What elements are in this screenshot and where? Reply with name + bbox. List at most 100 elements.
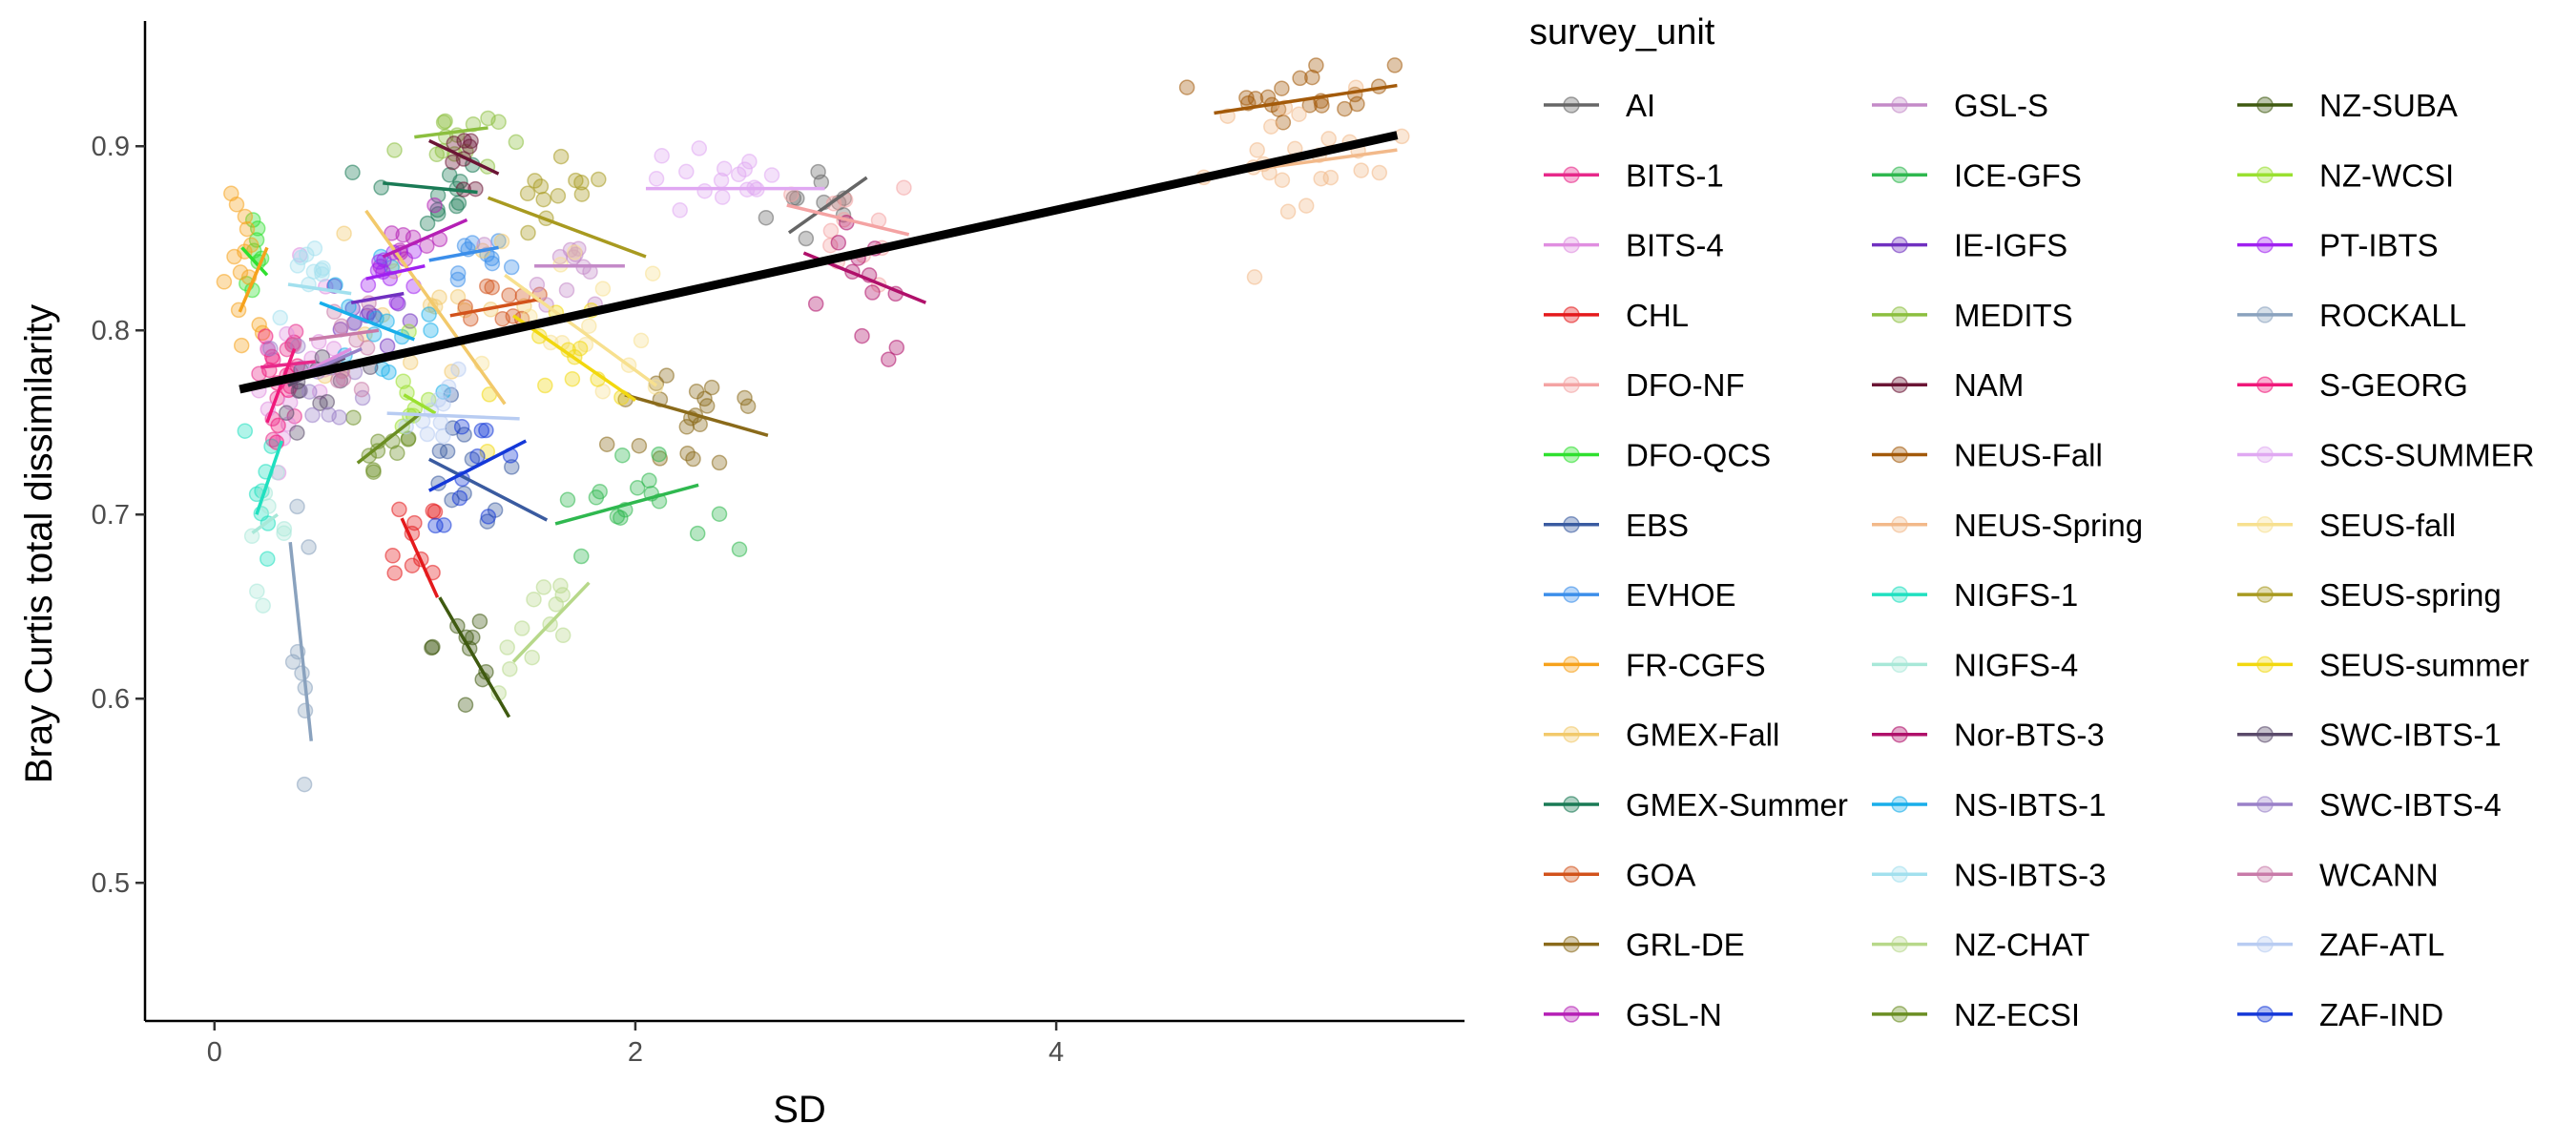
legend-title: survey_unit	[1529, 12, 1715, 52]
point-nz-suba	[465, 629, 481, 646]
point-zaf-atl	[435, 427, 451, 445]
point-seus-fall	[581, 318, 597, 334]
point-neus-spring	[1371, 164, 1388, 181]
point-gsl-s	[529, 277, 546, 293]
point-nz-suba	[471, 613, 488, 630]
legend-label: GSL-N	[1626, 997, 1722, 1032]
legend-label: BITS-1	[1626, 157, 1724, 193]
legend-item-zaf-atl: ZAF-ATL	[2237, 927, 2444, 963]
point-evhoe	[464, 235, 481, 251]
legend-label: FR-CGFS	[1626, 647, 1766, 682]
fit-line-s-georg	[265, 347, 297, 424]
point-ie-igfs	[379, 338, 396, 354]
point-seus-fall	[594, 281, 612, 297]
point-seus-spring	[535, 191, 551, 208]
point-evhoe	[449, 265, 467, 281]
legend-item-ice-gfs: ICE-GFS	[1872, 157, 2082, 193]
legend-label: GMEX-Summer	[1626, 787, 1848, 822]
point-seus-summer	[537, 377, 553, 394]
point-rockall	[301, 539, 317, 555]
legend-label: NZ-ECSI	[1954, 997, 2080, 1032]
point-chl	[384, 548, 401, 564]
point-gmex-fall	[402, 354, 419, 371]
fit-line-zaf-ind	[427, 439, 528, 492]
point-dfo-nf	[822, 222, 840, 239]
legend-label: SEUS-spring	[2319, 577, 2502, 613]
point-gmex-summer	[419, 215, 436, 232]
legend-key-point	[2256, 446, 2274, 464]
legend-key-point	[2256, 166, 2274, 184]
legend-key-point	[1891, 586, 1908, 603]
fit-line-chl	[400, 517, 440, 598]
point-swc-ibts-1	[319, 394, 336, 410]
point-nor-bts-3	[888, 339, 905, 356]
legend-label: DFO-QCS	[1626, 438, 1771, 473]
point-neus-spring	[1320, 131, 1337, 147]
x-tick-label: 0	[207, 1037, 222, 1068]
point-neus-spring	[1313, 170, 1329, 187]
legend-key-point	[1563, 236, 1580, 254]
legend-label: PT-IBTS	[2319, 228, 2439, 263]
point-ice-gfs	[651, 446, 667, 463]
point-wcann	[359, 340, 376, 356]
fit-line-ns-ibts-3	[287, 282, 352, 296]
point-ebs	[479, 513, 496, 530]
legend-label: WCANN	[2319, 857, 2439, 892]
point-seus-spring	[532, 178, 550, 195]
legend-item-seus-spring: SEUS-spring	[2237, 577, 2502, 613]
legend-item-wcann: WCANN	[2237, 857, 2439, 892]
y-tick-label: 0.9	[92, 132, 130, 162]
legend-item-swc-ibts-1: SWC-IBTS-1	[2237, 718, 2502, 753]
x-tick-label: 4	[1049, 1037, 1064, 1068]
legend-item-swc-ibts-4: SWC-IBTS-4	[2237, 787, 2502, 822]
point-scs-summer	[730, 166, 747, 183]
point-seus-summer	[571, 340, 589, 357]
legend-item-nz-ecsi: NZ-ECSI	[1872, 997, 2080, 1032]
overall-trend-layer	[239, 131, 1399, 394]
overall-trend-line	[239, 131, 1399, 394]
legend-item-fr-cgfs: FR-CGFS	[1544, 647, 1766, 682]
point-ice-gfs	[614, 447, 631, 464]
legend-key-point	[1563, 376, 1580, 393]
legend-item-gsl-n: GSL-N	[1544, 997, 1722, 1032]
point-neus-fall	[1274, 80, 1290, 96]
point-nz-suba	[424, 639, 440, 656]
point-goa	[479, 278, 495, 295]
fit-line-neus-fall	[1214, 83, 1398, 115]
point-ns-ibts-3	[289, 258, 306, 274]
fit-line-nigfs-1	[255, 440, 284, 515]
point-medits	[508, 134, 525, 151]
point-scs-summer	[648, 171, 665, 187]
fit-line-ns-ibts-1	[319, 301, 415, 342]
point-ns-ibts-1	[423, 322, 439, 339]
legend-key-point	[1563, 446, 1580, 464]
point-scs-summer	[763, 167, 780, 183]
point-gmex-summer	[344, 164, 361, 181]
point-evhoe	[503, 259, 520, 276]
legend-item-nigfs-1: NIGFS-1	[1872, 577, 2078, 613]
legend-label: AI	[1626, 88, 1655, 123]
legend: AI BITS-1 BITS-4 CHL DFO-NF DFO-QCS EBS EVHOE FR…	[1544, 88, 2535, 1032]
point-swc-ibts-4	[304, 406, 321, 424]
point-ns-ibts-3	[272, 309, 288, 326]
legend-label: SEUS-summer	[2319, 647, 2529, 682]
point-ns-ibts-3	[315, 260, 331, 277]
legend-label: SWC-IBTS-4	[2319, 787, 2502, 822]
legend-key-point	[2256, 1006, 2274, 1023]
legend-item-bits-4: BITS-4	[1544, 228, 1724, 263]
point-ice-gfs	[711, 506, 728, 522]
legend-item-nigfs-4: NIGFS-4	[1872, 647, 2078, 682]
point-grl-de	[658, 367, 675, 384]
point-scs-summer	[716, 160, 733, 177]
legend-label: SEUS-fall	[2319, 508, 2456, 543]
point-nz-ecsi	[365, 464, 382, 480]
legend-key-point	[1891, 1006, 1908, 1023]
legend-item-dfo-nf: DFO-NF	[1544, 367, 1745, 403]
point-grl-de	[685, 450, 701, 468]
point-seus-fall	[567, 244, 583, 260]
point-nam	[467, 180, 484, 198]
point-grl-de	[679, 445, 696, 462]
point-ice-gfs	[689, 525, 706, 542]
point-ns-ibts-1	[381, 364, 397, 381]
point-zaf-atl	[432, 414, 449, 431]
